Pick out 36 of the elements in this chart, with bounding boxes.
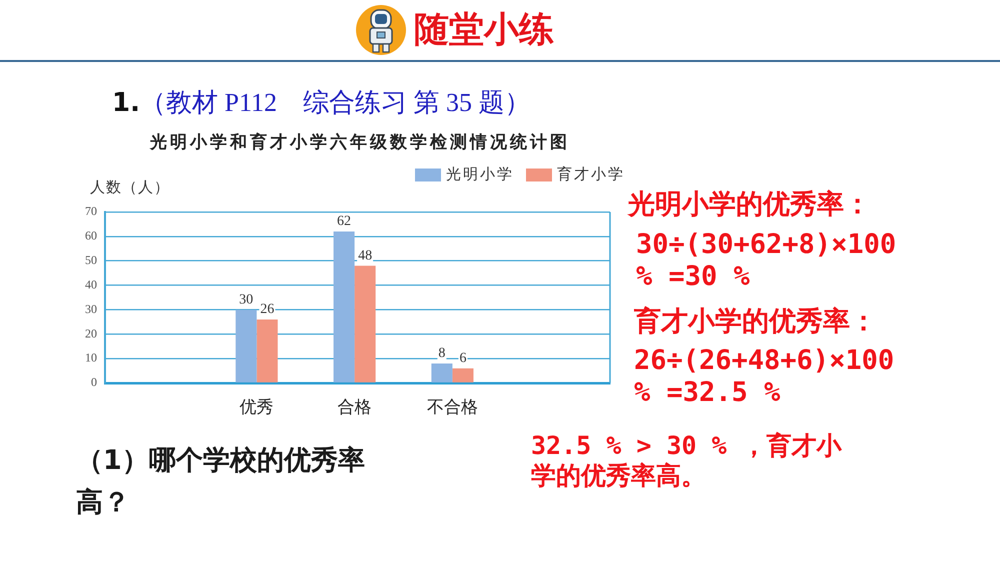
y-tick-label: 10 [85, 350, 97, 365]
bar [354, 266, 376, 382]
chart-title: 光明小学和育才小学六年级数学检测情况统计图 [149, 131, 570, 152]
data-label: 8 [438, 346, 446, 362]
bar [431, 363, 452, 382]
y-tick-label: 40 [85, 277, 97, 292]
text: （教材 P112 综合练习 第 35 题） [140, 87, 530, 119]
data-label: 26 [260, 302, 274, 318]
bar [256, 319, 278, 382]
text: 1. [112, 88, 140, 118]
legend-label: 育才小学 [557, 166, 625, 183]
text: （1）哪个学校的优秀率高？ [76, 444, 366, 520]
x-tick-label: 不合格 [426, 398, 478, 417]
y-tick-label: 30 [85, 302, 97, 316]
bar [334, 232, 355, 382]
x-tick-label: 合格 [338, 398, 372, 417]
y-tick-label: 0 [91, 375, 97, 390]
data-label: 6 [459, 351, 466, 366]
y-axis-title: 人数（人） [90, 180, 170, 196]
y-tick-label: 60 [85, 228, 97, 243]
text: 光明小学的优秀率： [628, 189, 871, 221]
bar [452, 368, 474, 382]
y-tick-label: 20 [85, 326, 97, 340]
legend-label: 光明小学 [446, 166, 514, 183]
y-tick-label: 70 [85, 204, 97, 218]
text: 30÷(30+62+8)×100 % =30 % [636, 229, 898, 293]
data-label: 48 [358, 248, 372, 264]
data-label: 62 [337, 214, 352, 230]
text: 育才小学的优秀率： [634, 306, 877, 338]
y-tick-label: 50 [85, 253, 97, 268]
bar [236, 310, 257, 382]
text: 32.5 % > 30 % ，育才小学的优秀率高。 [531, 431, 843, 491]
text: 随堂小练 [414, 10, 554, 50]
x-tick-label: 优秀 [240, 398, 274, 417]
data-label: 30 [239, 292, 254, 308]
text: 26÷(26+48+6)×100 % =32.5 % [634, 345, 896, 409]
